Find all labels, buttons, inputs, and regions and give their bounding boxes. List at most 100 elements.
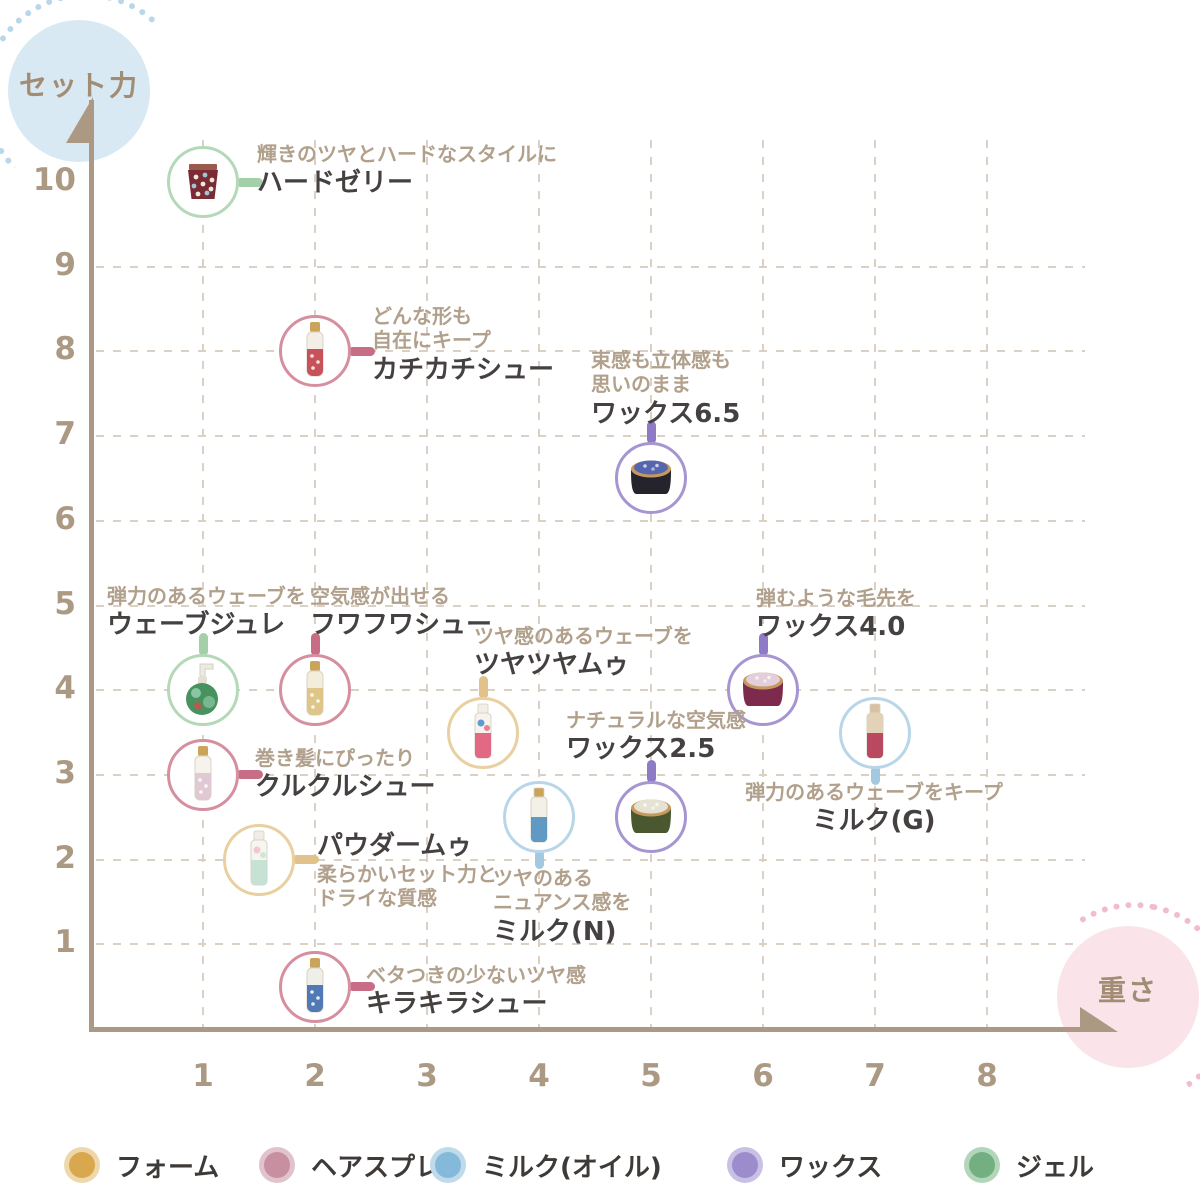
wax-2-5-name: ワックス2.5 xyxy=(566,734,716,765)
product-wave-jule-icon xyxy=(181,659,225,721)
wax-4-0-connector xyxy=(758,633,768,657)
product-powder-mu-icon xyxy=(245,830,273,890)
kirakira-chou-description: ベタつきの少ないツヤ感 xyxy=(366,963,586,987)
legend-swatch-icon xyxy=(435,1152,461,1178)
wave-jule-connector xyxy=(198,633,208,657)
product-kachikachi-chou-icon xyxy=(299,321,331,381)
kirakira-chou-connector xyxy=(348,982,375,992)
y-tick-label: 8 xyxy=(54,331,76,368)
gridline-horizontal xyxy=(96,265,1085,268)
x-tick-label: 5 xyxy=(640,1058,662,1094)
product-kurukuru-chou-icon xyxy=(187,745,219,805)
kurukuru-chou-label: 巻き髪にぴったり クルクルシュー xyxy=(255,746,435,803)
gridline-vertical xyxy=(426,140,428,1027)
wax-6-5-label: 束感も立体感も 思いのまま ワックス6.5 xyxy=(591,348,740,430)
legend-swatch-icon xyxy=(69,1152,95,1178)
product-kurukuru-chou xyxy=(167,738,239,811)
wax-2-5-description: ナチュラルな空気感 xyxy=(566,708,746,732)
fuwafuwa-chou-description: 空気感が出せる xyxy=(310,584,450,608)
y-tick-label: 3 xyxy=(54,754,76,791)
x-tick-label: 2 xyxy=(304,1058,326,1094)
product-kachikachi-chou xyxy=(279,315,351,388)
kurukuru-chou-name: クルクルシュー xyxy=(255,772,436,803)
product-wax-4-0-icon xyxy=(735,665,791,715)
product-wax-6-5 xyxy=(615,442,687,515)
x-axis-title: 重さ xyxy=(1097,974,1158,1007)
gridline-horizontal xyxy=(96,519,1085,522)
tsuyatsuya-mu-description: ツヤ感のあるウェーブを xyxy=(474,624,693,648)
y-tick-label: 7 xyxy=(54,416,76,453)
milk-g-description: 弾力のあるウェーブをキープ xyxy=(745,780,1003,804)
wax-6-5-connector xyxy=(646,421,656,445)
wax-2-5-label: ナチュラルな空気感 ワックス2.5 xyxy=(566,708,746,765)
gridline-vertical xyxy=(202,140,204,1027)
kachikachi-chou-description: どんな形も 自在にキープ xyxy=(372,304,491,353)
kachikachi-chou-label: どんな形も 自在にキープ カチカチシュー xyxy=(372,304,554,386)
fuwafuwa-chou-label: 空気感が出せる フワフワシュー xyxy=(310,584,492,641)
gridline-horizontal xyxy=(96,604,1085,607)
fuwafuwa-chou-name: フワフワシュー xyxy=(310,610,493,641)
y-tick-label: 6 xyxy=(54,500,76,537)
gridline-horizontal xyxy=(96,773,1085,776)
y-tick-label: 4 xyxy=(54,670,76,707)
product-fuwafuwa-chou-icon xyxy=(299,660,331,720)
gridline-vertical xyxy=(762,140,764,1027)
product-milk-n xyxy=(503,781,575,854)
wax-2-5-connector xyxy=(646,760,656,784)
kurukuru-chou-description: 巻き髪にぴったり xyxy=(255,746,415,770)
legend-label: ミルク(オイル) xyxy=(482,1152,662,1183)
tsuyatsuya-mu-label: ツヤ感のあるウェーブを ツヤツヤムゥ xyxy=(474,624,693,681)
kirakira-chou-label: ベタつきの少ないツヤ感 キラキラシュー xyxy=(366,963,586,1020)
y-tick-label: 10 xyxy=(32,162,76,198)
kurukuru-chou-connector xyxy=(236,770,263,780)
gridline-horizontal xyxy=(96,435,1085,438)
x-tick-label: 8 xyxy=(976,1058,998,1094)
powder-mu-description: 柔らかいセット力と ドライな質感 xyxy=(317,861,497,911)
kachikachi-chou-connector xyxy=(348,346,375,356)
wax-4-0-label: 弾むような毛先を ワックス4.0 xyxy=(756,586,916,643)
gridline-horizontal xyxy=(96,858,1085,861)
hard-jelly-label: 輝きのツヤとハードなスタイルに ハードゼリー xyxy=(257,142,557,199)
product-tsuyatsuya-mu xyxy=(447,696,519,769)
product-wax-6-5-icon xyxy=(623,453,679,503)
milk-g-name: ミルク(G) xyxy=(812,806,936,837)
x-tick-label: 7 xyxy=(864,1058,886,1094)
product-milk-g-icon xyxy=(861,703,889,763)
gridline-horizontal xyxy=(96,943,1085,946)
product-powder-mu xyxy=(223,823,295,896)
legend-label: フォーム xyxy=(116,1152,220,1183)
y-axis-line xyxy=(89,100,94,1030)
legend-swatch-icon xyxy=(969,1152,995,1178)
milk-n-label: ツヤのある ニュアンス感を ミルク(N) xyxy=(493,866,631,948)
gridline-vertical xyxy=(874,140,876,1027)
milk-n-connector xyxy=(534,850,544,870)
gridline-vertical xyxy=(986,140,988,1027)
kachikachi-chou-name: カチカチシュー xyxy=(372,354,555,385)
x-axis-bubble: 重さ xyxy=(1057,926,1199,1068)
milk-n-description: ツヤのある ニュアンス感を xyxy=(493,866,632,915)
product-milk-n-icon xyxy=(525,787,553,847)
wax-4-0-description: 弾むような毛先を xyxy=(756,586,916,610)
wax-4-0-name: ワックス4.0 xyxy=(756,612,906,643)
x-tick-label: 4 xyxy=(528,1058,550,1094)
powder-mu-name: パウダームゥ xyxy=(317,831,473,861)
x-axis-line xyxy=(89,1027,1085,1032)
y-tick-label: 2 xyxy=(54,839,76,876)
legend-item-ワックス: ワックス xyxy=(732,1145,882,1185)
product-hard-jelly xyxy=(167,146,239,218)
product-kirakira-chou-icon xyxy=(299,957,331,1017)
legend-label: ワックス xyxy=(779,1152,883,1183)
kirakira-chou-name: キラキラシュー xyxy=(366,989,548,1020)
legend-label: ジェル xyxy=(1016,1152,1095,1183)
product-tsuyatsuya-mu-icon xyxy=(469,703,497,763)
powder-mu-connector xyxy=(292,855,319,865)
milk-n-name: ミルク(N) xyxy=(493,916,617,947)
wax-6-5-description: 束感も立体感も 思いのまま xyxy=(591,348,731,397)
powder-mu-label: パウダームゥ 柔らかいセット力と ドライな質感 xyxy=(317,829,497,911)
legend-item-ミルク(オイル): ミルク(オイル) xyxy=(435,1145,662,1185)
product-wax-4-0 xyxy=(727,654,799,727)
wax-6-5-name: ワックス6.5 xyxy=(591,398,741,429)
legend-item-ジェル: ジェル xyxy=(969,1145,1094,1185)
product-wax-2-5 xyxy=(615,781,687,854)
